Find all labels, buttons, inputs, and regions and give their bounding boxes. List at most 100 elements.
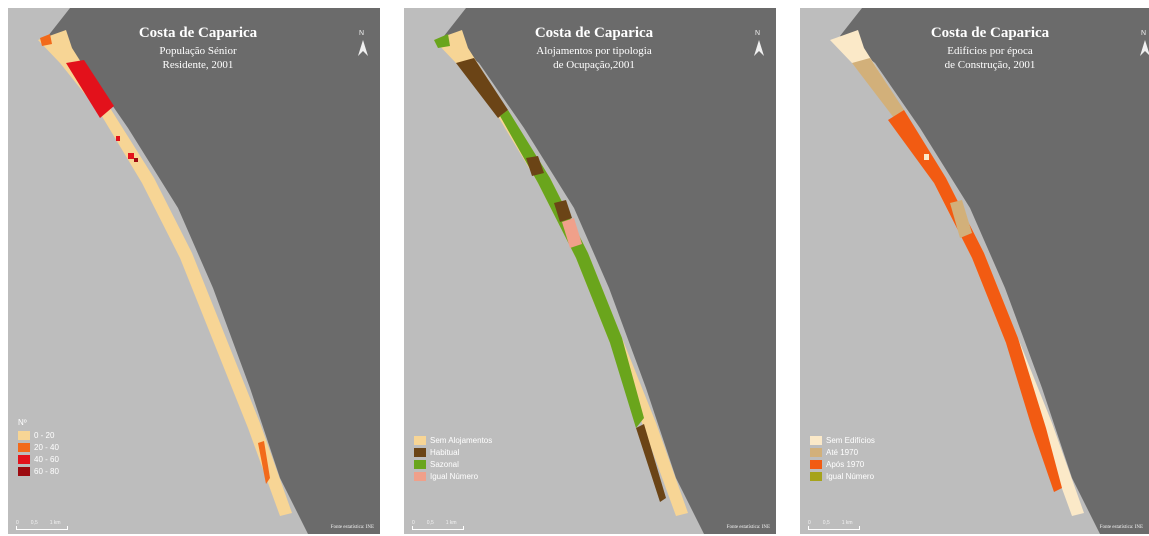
map-title: Costa de Caparica: [930, 25, 1050, 41]
map-subtitle-line2: de Ocupação,2001: [553, 59, 635, 71]
legend-label: 60 - 80: [34, 466, 59, 476]
map-title-block: Costa de Caparica Edifícios por época de…: [900, 24, 1080, 72]
map-legend: Sem Edifícios Até 1970 Após 1970 Igual N…: [810, 434, 875, 482]
scale-bar-line: [16, 526, 68, 530]
north-label: N: [755, 30, 761, 37]
legend-item: 0 - 20: [18, 429, 59, 441]
legend-item: 20 - 40: [18, 441, 59, 453]
map-legend: Nº 0 - 20 20 - 40 40 - 60 60 - 80: [18, 418, 59, 477]
scale-bar: 0 0,5 1 km: [808, 520, 860, 530]
legend-item: Habitual: [414, 446, 492, 458]
legend-swatch: [18, 442, 30, 452]
legend-label: Igual Número: [430, 471, 479, 481]
scale-label: 1 km: [49, 520, 61, 526]
map-canvas: [434, 8, 776, 534]
map-title-block: Costa de Caparica Alojamentos por tipolo…: [504, 24, 684, 72]
zone-ate-1970-north: [852, 58, 904, 118]
legend-item: Sazonal: [414, 458, 492, 470]
scale-bar-line: [808, 526, 860, 530]
legend-item: Sem Alojamentos: [414, 434, 492, 446]
legend-label: Sem Alojamentos: [430, 435, 493, 445]
legend-label: Igual Número: [826, 471, 875, 481]
legend-swatch: [810, 471, 822, 481]
legend-swatch: [414, 459, 426, 469]
map-subtitle-line2: Residente, 2001: [162, 59, 234, 71]
legend-swatch: [414, 447, 426, 457]
legend-swatch: [18, 454, 30, 464]
north-label: N: [1141, 30, 1147, 37]
legend-swatch: [18, 466, 30, 476]
zone-sem-edificios-mid: [924, 154, 929, 160]
source-note: Fonte estatística: INE: [1099, 525, 1143, 530]
source-note: Fonte estatística: INE: [330, 525, 374, 530]
north-label: N: [359, 30, 365, 37]
zone-20-40-south: [258, 441, 270, 484]
legend-label: Sem Edifícios: [826, 435, 875, 445]
scale-label: 0,5: [30, 520, 38, 526]
map-subtitle-line1: Edifícios por época: [947, 45, 1033, 57]
legend-label: Habitual: [430, 447, 460, 457]
legend-label: Após 1970: [826, 459, 865, 469]
legend-label: Até 1970: [826, 447, 859, 457]
zone-ate-1970-mid: [950, 200, 972, 238]
map-subtitle-line1: Alojamentos por tipologia: [536, 45, 652, 57]
zone-60-80-small: [134, 158, 138, 162]
north-arrow-icon: N: [356, 30, 370, 58]
zone-apos-1970-main: [888, 110, 1062, 492]
legend-item: Até 1970: [810, 446, 875, 458]
coastal-strip: [830, 30, 1084, 516]
zone-20-40-north: [40, 34, 52, 46]
source-note: Fonte estatística: INE: [726, 525, 770, 530]
legend-swatch: [810, 435, 822, 445]
sea-area: [840, 8, 1149, 534]
zone-40-60-small-b: [116, 136, 120, 141]
legend-item: Igual Número: [810, 470, 875, 482]
scale-bar: 0 0,5 1 km: [16, 520, 68, 530]
legend-label: 20 - 40: [34, 442, 59, 452]
sea-area: [48, 8, 380, 534]
zone-sazonal-north: [434, 34, 450, 48]
map-canvas: [830, 8, 1149, 534]
legend-item: 60 - 80: [18, 465, 59, 477]
scale-label: 0: [16, 520, 19, 526]
scale-bar-line: [412, 526, 464, 530]
legend-label: 40 - 60: [34, 454, 59, 464]
scale-label: 0: [808, 520, 811, 526]
map-title: Costa de Caparica: [534, 25, 654, 41]
north-arrow-icon: N: [752, 30, 766, 58]
legend-label: Sazonal: [430, 459, 459, 469]
legend-swatch: [810, 447, 822, 457]
legend-item: Após 1970: [810, 458, 875, 470]
scale-label: 1 km: [445, 520, 457, 526]
legend-item: Sem Edifícios: [810, 434, 875, 446]
scale-label: 0,5: [426, 520, 434, 526]
scale-label: 0,5: [822, 520, 830, 526]
legend-label: 0 - 20: [34, 430, 55, 440]
legend-swatch: [414, 435, 426, 445]
map-subtitle-line2: de Construção, 2001: [944, 59, 1036, 71]
sea-area: [444, 8, 776, 534]
map-panel-senior-population: Costa de Caparica População Sénior Resid…: [8, 8, 380, 534]
zone-habitual-mid-b: [554, 200, 572, 222]
coastal-strip: [434, 30, 688, 516]
zone-habitual-north: [456, 58, 508, 118]
scale-label: 0: [412, 520, 415, 526]
zone-sazonal-main: [500, 110, 644, 428]
legend-item: Igual Número: [414, 470, 492, 482]
legend-item: 40 - 60: [18, 453, 59, 465]
zone-40-60-small-a: [128, 153, 134, 159]
map-title-block: Costa de Caparica População Sénior Resid…: [108, 24, 288, 72]
legend-swatch: [810, 459, 822, 469]
scale-label: 1 km: [841, 520, 853, 526]
legend-heading: Nº: [18, 418, 27, 427]
map-panel-buildings-construction: Costa de Caparica Edifícios por época de…: [800, 8, 1149, 534]
map-legend: Sem Alojamentos Habitual Sazonal Igual N…: [414, 434, 492, 482]
legend-swatch: [414, 471, 426, 481]
zone-40-60-block: [66, 60, 114, 118]
map-panel-dwellings-occupancy: Costa de Caparica Alojamentos por tipolo…: [404, 8, 776, 534]
zone-igual-numero: [562, 218, 582, 248]
zone-habitual-south: [636, 424, 666, 502]
north-arrow-icon: N: [1138, 30, 1149, 58]
map-subtitle-line1: População Sénior: [159, 45, 237, 57]
map-canvas: [38, 8, 380, 534]
